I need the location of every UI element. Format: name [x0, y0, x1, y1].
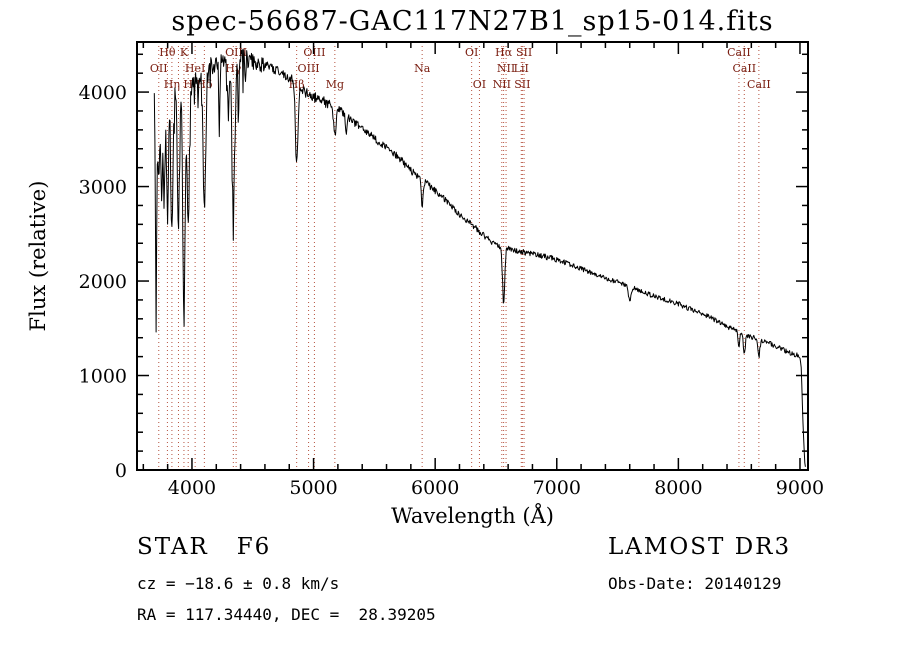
spectral-line-label: HeI	[185, 62, 205, 75]
spectral-line-label: Na	[414, 62, 431, 75]
x-tick-label: 7000	[533, 477, 581, 499]
spectral-line-label: Hη	[164, 78, 180, 91]
x-axis-label: Wavelength (Å)	[391, 504, 554, 528]
y-tick-label: 3000	[79, 177, 127, 199]
spectral-line-label: K	[180, 46, 189, 59]
annotation-cz-velocity: cz = −18.6 ± 0.8 km/s	[137, 574, 340, 593]
spectral-line-label: OI	[465, 46, 478, 59]
x-tick-label: 9000	[776, 477, 824, 499]
spectral-line-label: OII	[150, 62, 168, 75]
annotation-ra-dec: RA = 117.34440, DEC = 28.39205	[137, 605, 436, 624]
annotation-object-class: STAR F6	[137, 534, 272, 560]
x-tick-label: 6000	[411, 477, 459, 499]
spectral-line-label: Hθ	[159, 46, 176, 59]
spectrum-path	[153, 49, 806, 467]
spectral-line-label: OIII	[225, 46, 247, 59]
spectral-line-label: CaII	[747, 78, 771, 91]
y-tick-label: 1000	[79, 366, 127, 388]
spectral-line-label: NII	[493, 78, 511, 91]
spectral-line-label: NII	[497, 62, 515, 75]
plot-title: spec-56687-GAC117N27B1_sp15-014.fits	[171, 6, 774, 37]
spectral-line-label: CaII	[732, 62, 756, 75]
x-tick-label: 4000	[168, 477, 216, 499]
annotation-survey: LAMOST DR3	[608, 534, 792, 560]
y-tick-label: 2000	[79, 271, 127, 293]
spectral-line-label: LiI	[514, 62, 529, 75]
y-tick-label: 0	[115, 460, 127, 482]
x-tick-label: 5000	[289, 477, 337, 499]
spectral-line-label: OIII	[303, 46, 325, 59]
spectral-line-label: OIII	[298, 62, 320, 75]
spectral-line-label: H	[183, 78, 193, 91]
x-tick-label: 8000	[654, 477, 702, 499]
spectral-line-label: Hα	[495, 46, 513, 59]
spectral-line-label: OI	[473, 78, 486, 91]
spectral-line-label: SII	[514, 78, 530, 91]
spectral-line-label: SII	[516, 46, 532, 59]
y-tick-label: 4000	[79, 82, 127, 104]
spectral-line-label: Mg	[326, 78, 344, 91]
annotation-obs-date: Obs-Date: 20140129	[608, 574, 782, 593]
spectral-line-label: CaII	[727, 46, 751, 59]
axis-frame	[136, 41, 809, 471]
